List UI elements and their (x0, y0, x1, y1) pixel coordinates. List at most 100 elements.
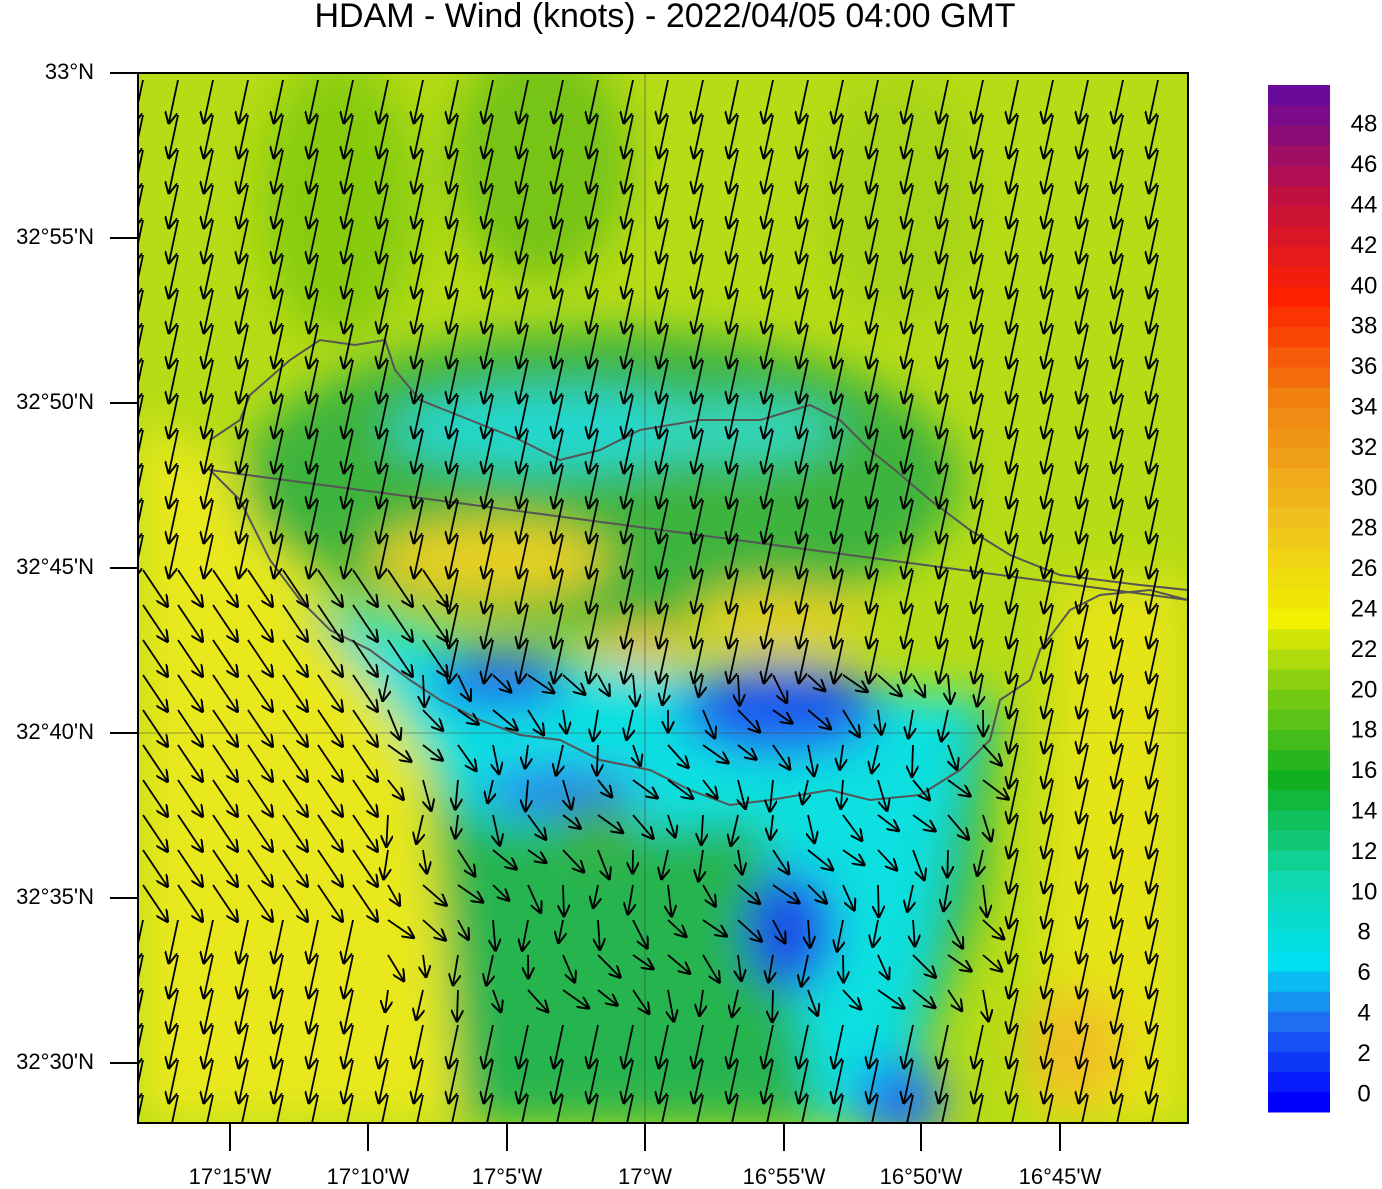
wind-arrow (1079, 184, 1089, 228)
colorbar-box (1268, 447, 1330, 469)
wind-arrow (449, 359, 459, 403)
wind-arrow (589, 219, 599, 263)
wind-arrow (1044, 604, 1054, 648)
wind-arrow (169, 429, 179, 473)
wind-arrow (282, 814, 308, 852)
wind-arrow (807, 674, 825, 691)
wind-arrow (907, 884, 913, 912)
wind-arrow (1044, 1024, 1054, 1068)
wind-arrow (527, 989, 548, 1012)
wind-arrow (317, 744, 343, 782)
wind-arrow (282, 849, 308, 887)
wind-arrow (457, 884, 483, 902)
wind-arrow (1044, 79, 1054, 123)
wind-arrow (344, 1059, 354, 1103)
wind-arrow (449, 464, 459, 508)
wind-arrow (841, 779, 843, 809)
colorbar-label: 44 (1351, 192, 1378, 219)
wind-arrow (1149, 919, 1159, 963)
wind-arrow (1009, 639, 1019, 683)
wind-arrow (1114, 184, 1124, 228)
wind-arrow (169, 219, 179, 263)
wind-arrow (939, 324, 949, 368)
wind-arrow (912, 779, 930, 800)
wind-arrow (385, 989, 388, 1012)
wind-arrow (309, 429, 319, 473)
wind-arrow (627, 709, 633, 740)
wind-arrow (1079, 604, 1089, 648)
wind-arrow (554, 254, 564, 298)
wind-arrow (840, 744, 843, 769)
title: HDAM - Wind (knots) - 2022/04/05 04:00 G… (314, 0, 1015, 35)
wind-arrow (1116, 1094, 1124, 1123)
wind-arrow (1044, 394, 1054, 438)
wind-arrow (1009, 114, 1019, 158)
colorbar-label: 38 (1351, 313, 1378, 340)
wind-arrow (589, 324, 599, 368)
wind-arrow (1044, 709, 1054, 753)
wind-arrow (729, 149, 739, 193)
wind-arrow (247, 569, 273, 607)
wind-arrow (204, 1059, 214, 1103)
wind-arrow (379, 499, 389, 543)
wind-arrow (416, 1094, 424, 1123)
wind-arrow (977, 849, 983, 876)
colorbar-box (1268, 1091, 1330, 1113)
wind-arrow (239, 1059, 249, 1103)
wind-arrow (177, 849, 203, 887)
wind-arrow (422, 884, 447, 905)
wind-arrow (624, 604, 634, 648)
wind-arrow (1149, 149, 1159, 193)
wind-arrow (449, 429, 459, 473)
wind-arrow (177, 604, 203, 642)
wind-arrow (344, 114, 354, 158)
wind-arrow (1079, 79, 1089, 123)
wind-arrow (904, 499, 914, 543)
wind-arrow (694, 534, 704, 578)
wind-arrow (274, 954, 284, 998)
wind-arrow (274, 499, 284, 543)
wind-arrow (379, 79, 389, 123)
wind-arrow (1009, 919, 1019, 963)
wind-arrow (562, 989, 589, 1008)
wind-arrow (309, 289, 319, 333)
wind-arrow (904, 114, 914, 158)
wind-arrow (668, 814, 675, 837)
wind-arrow (282, 639, 308, 677)
wind-arrow (799, 114, 809, 158)
wind-arrow (974, 394, 984, 438)
wind-arrow (597, 814, 623, 833)
wind-arrow (1151, 1094, 1159, 1123)
wind-arrow (770, 779, 773, 811)
wind-arrow (457, 744, 476, 771)
wind-arrow (764, 79, 774, 123)
colorbar-box (1268, 246, 1330, 267)
wind-arrow (387, 709, 400, 740)
wind-arrow (1079, 499, 1089, 543)
wind-arrow (239, 184, 249, 228)
wind-arrow (519, 499, 529, 543)
wind-arrow (834, 499, 844, 543)
wind-arrow (628, 884, 633, 914)
wind-arrow (659, 569, 669, 613)
wind-arrow (1009, 1059, 1019, 1103)
wind-arrow (869, 429, 879, 473)
lat-tick-label: 32°35'N (16, 884, 94, 909)
wind-arrow (449, 184, 459, 228)
wind-arrow (729, 534, 739, 578)
wind-arrow (1044, 359, 1054, 403)
wind-arrow (352, 709, 378, 747)
wind-arrow (142, 744, 168, 782)
wind-arrow (563, 779, 571, 809)
wind-arrow (799, 464, 809, 508)
wind-arrow (659, 324, 669, 368)
wind-arrow (1114, 1024, 1124, 1068)
colorbar-box (1268, 105, 1330, 126)
wind-arrow (379, 254, 389, 298)
wind-arrow (1079, 534, 1089, 578)
wind-arrow (624, 429, 634, 473)
wind-arrow (422, 744, 443, 760)
wind-arrow (274, 184, 284, 228)
wind-arrow (624, 359, 634, 403)
wind-arrow (834, 569, 844, 613)
